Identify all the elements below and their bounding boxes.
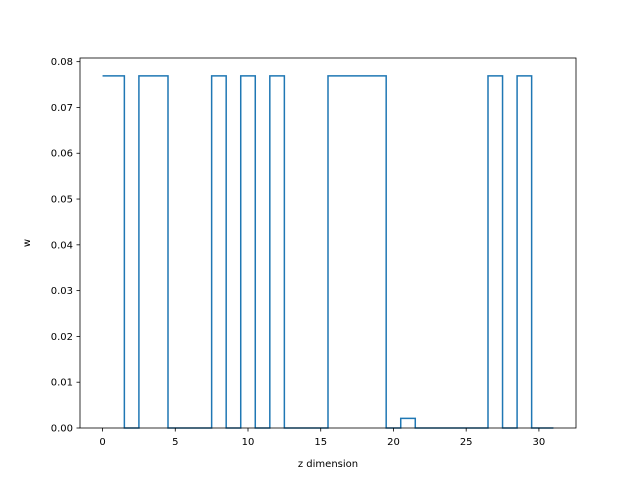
plot-frame	[79, 57, 577, 429]
x-tick-label: 5	[172, 437, 178, 448]
x-tick-label: 10	[242, 437, 255, 448]
x-tick-label: 0	[99, 437, 105, 448]
y-tick-label: 0.05	[51, 195, 73, 206]
y-tick-label: 0.02	[51, 332, 73, 343]
y-axis-ticks: 0.00 0.01 0.02 0.03 0.04 0.05 0.06 0.07 0.08	[51, 57, 80, 435]
y-tick-label: 0.08	[51, 57, 73, 68]
y-tick-label: 0.06	[51, 149, 73, 160]
x-axis-ticks: 0 5 10 15 20 25 30	[99, 428, 545, 448]
y-tick-label: 0.04	[51, 240, 73, 251]
y-axis-label: w	[22, 239, 33, 247]
y-tick-label: 0.07	[51, 103, 73, 114]
x-tick-label: 30	[533, 437, 546, 448]
x-tick-label: 25	[460, 437, 473, 448]
x-tick-label: 20	[387, 437, 400, 448]
x-tick-label: 15	[314, 437, 327, 448]
y-tick-label: 0.01	[51, 378, 73, 389]
y-tick-label: 0.00	[51, 424, 73, 435]
x-axis-label: z dimension	[298, 459, 358, 470]
y-tick-label: 0.03	[51, 286, 73, 297]
